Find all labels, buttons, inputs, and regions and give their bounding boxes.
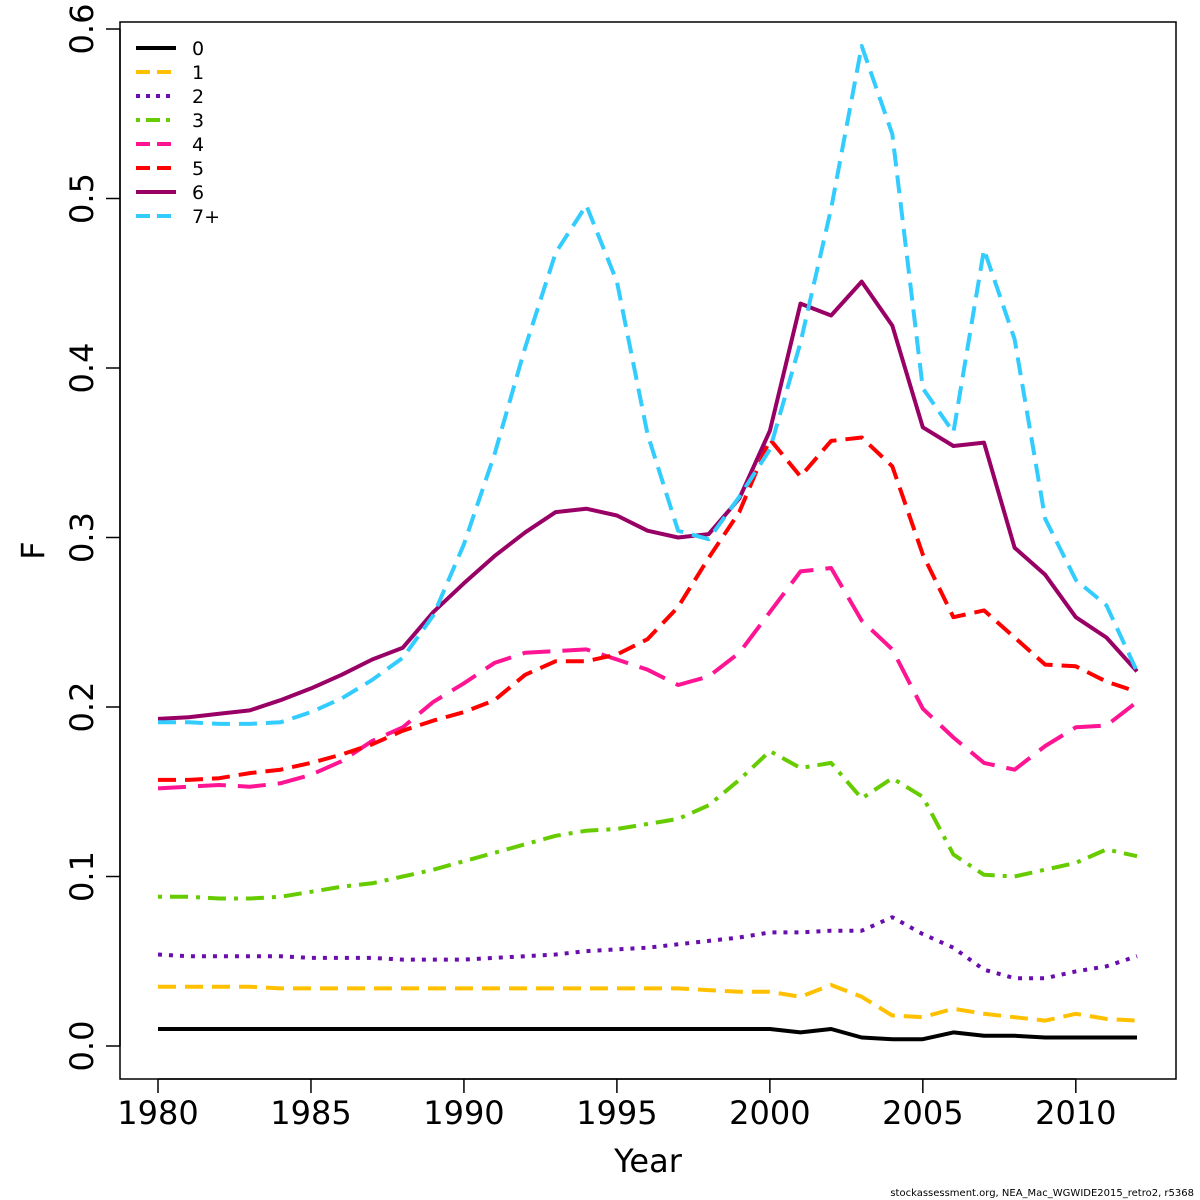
legend-label: 5 [192, 158, 204, 180]
x-tick-label: 1995 [576, 1094, 657, 1132]
x-tick-label: 1980 [117, 1094, 198, 1132]
y-tick-label: 0.3 [63, 512, 101, 563]
legend-label: 0 [192, 38, 204, 60]
series-line-2 [157, 915, 1138, 981]
y-tick-label: 0.2 [63, 682, 101, 733]
series-line-1 [158, 983, 1138, 1023]
legend-label: 2 [192, 86, 204, 108]
y-axis: 0.0 0.1 0.2 0.3 0.4 0.5 0.6 [63, 4, 121, 1072]
y-tick-label: 0.0 [63, 1021, 101, 1072]
y-axis-title: F [14, 541, 52, 559]
x-axis-title: Year [613, 1142, 683, 1180]
legend-label: 6 [192, 182, 204, 204]
x-tick-label: 1990 [423, 1094, 504, 1132]
x-tick-label: 1985 [270, 1094, 351, 1132]
series-lines [157, 44, 1139, 1042]
y-tick-label: 0.5 [63, 173, 101, 224]
legend-label: 7+ [192, 206, 220, 228]
legend-label: 3 [192, 110, 204, 132]
x-axis: 1980 1985 1990 1995 2000 2005 2010 [117, 1078, 1117, 1132]
x-tick-label: 2010 [1035, 1094, 1116, 1132]
series-line-3 [158, 749, 1138, 901]
y-tick-label: 0.4 [63, 343, 101, 394]
y-tick-label: 0.1 [63, 851, 101, 902]
series-line-0 [158, 1027, 1137, 1042]
x-tick-label: 2000 [729, 1094, 810, 1132]
series-line-7plus [158, 44, 1139, 726]
legend-label: 1 [192, 62, 204, 84]
series-line-4 [157, 566, 1139, 791]
credit-text: stockassessment.org, NEA_Mac_WGWIDE2015_… [890, 1188, 1194, 1199]
legend-label: 4 [192, 134, 204, 156]
y-tick-label: 0.6 [63, 4, 101, 55]
series-line-6 [157, 279, 1139, 721]
x-tick-label: 2005 [882, 1094, 963, 1132]
series-line-5 [158, 435, 1138, 782]
